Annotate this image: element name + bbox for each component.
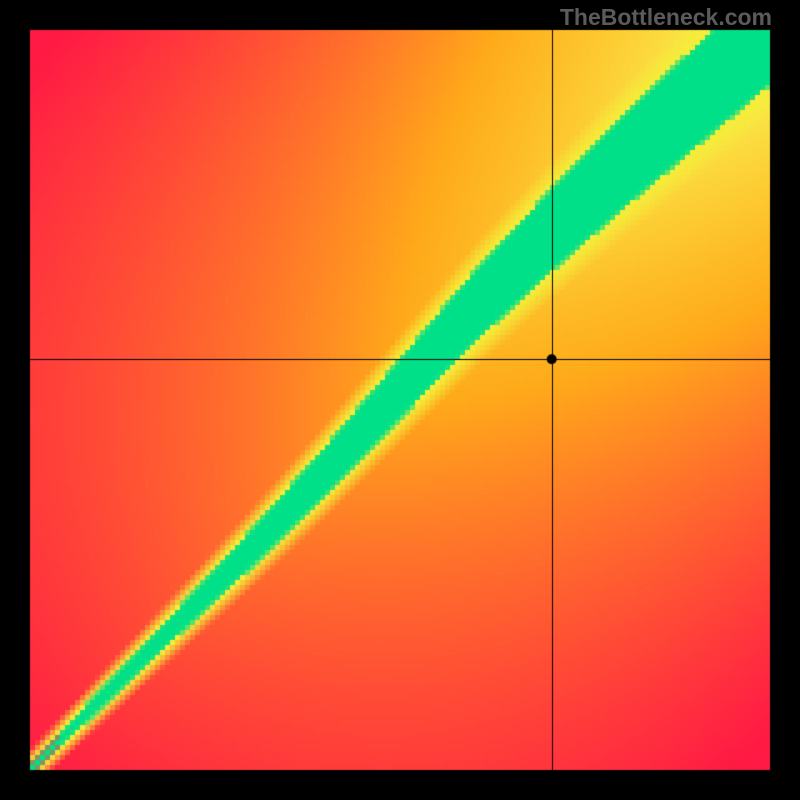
bottleneck-heatmap — [0, 0, 800, 800]
chart-container: TheBottleneck.com — [0, 0, 800, 800]
watermark-text: TheBottleneck.com — [560, 4, 772, 31]
